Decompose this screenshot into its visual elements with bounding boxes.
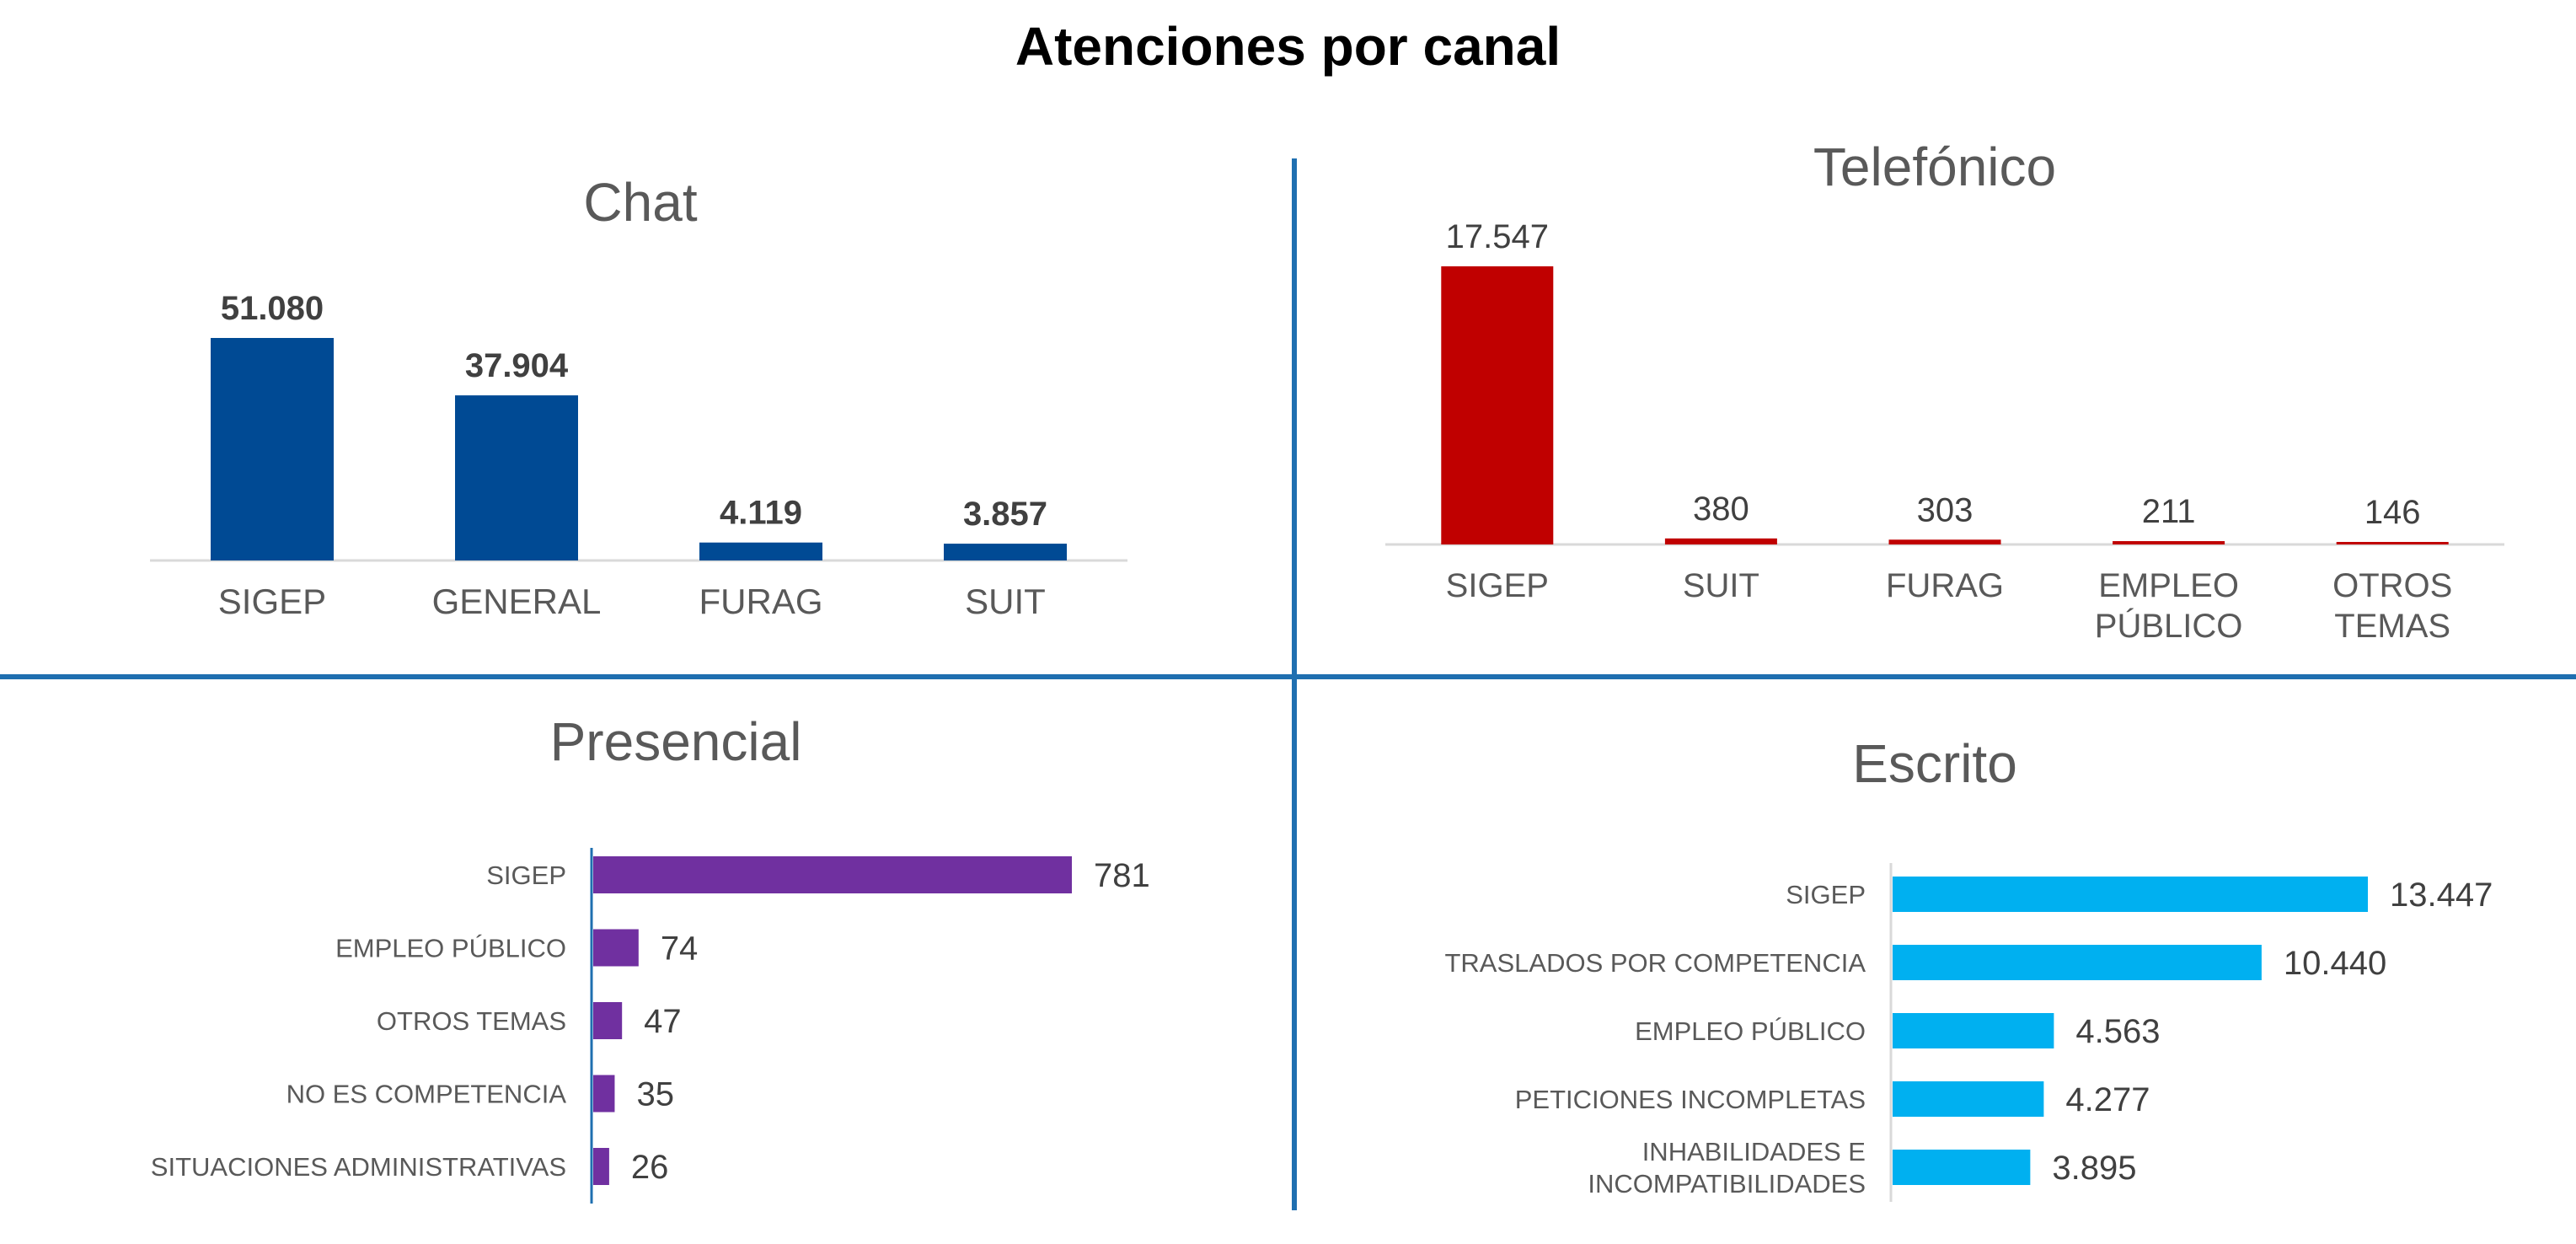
data-label: 17.547 bbox=[1446, 218, 1549, 255]
data-label: 35 bbox=[636, 1076, 674, 1113]
chart-title: Chat bbox=[583, 172, 697, 233]
chat-chart: Chat 51.080 SIGEP 37.904 GENERAL 4.119 FURAG 3.… bbox=[150, 172, 1127, 621]
data-label: 3.895 bbox=[2052, 1150, 2136, 1187]
data-label: 13.447 bbox=[2390, 877, 2493, 914]
category-label: PETICIONES INCOMPLETAS bbox=[1515, 1085, 1866, 1114]
category-label: SIGEP bbox=[1446, 567, 1549, 604]
data-label: 37.904 bbox=[465, 347, 569, 384]
bar bbox=[593, 1148, 609, 1185]
bar bbox=[1664, 538, 1777, 544]
bar bbox=[2113, 541, 2225, 544]
bar bbox=[699, 542, 822, 560]
bar bbox=[593, 856, 1072, 893]
category-label: SUIT bbox=[965, 582, 1046, 621]
bar bbox=[2336, 542, 2449, 544]
bar bbox=[211, 338, 334, 560]
category-label: GENERAL bbox=[432, 582, 602, 621]
horizontal-divider bbox=[0, 674, 2576, 679]
category-label: NO ES COMPETENCIA bbox=[287, 1080, 567, 1109]
chart-title: Escrito bbox=[1852, 733, 2017, 794]
data-label: 303 bbox=[1917, 491, 1974, 528]
category-label: EMPLEO bbox=[2098, 567, 2239, 604]
data-label: 26 bbox=[631, 1149, 669, 1186]
data-label: 4.119 bbox=[720, 495, 802, 532]
bar bbox=[1893, 945, 2262, 980]
category-label: EMPLEO PÚBLICO bbox=[335, 934, 566, 963]
category-label: SITUACIONES ADMINISTRATIVAS bbox=[151, 1152, 566, 1182]
bar bbox=[1893, 1081, 2044, 1117]
presencial-chart: Presencial 781 SIGEP 74 EMPLEO PÚBLICO 47 OTRO… bbox=[151, 711, 1150, 1204]
chart-title: Presencial bbox=[550, 711, 802, 772]
bar bbox=[944, 544, 1067, 560]
category-label: PÚBLICO bbox=[2095, 607, 2243, 645]
category-label: FURAG bbox=[699, 582, 823, 621]
category-label: SIGEP bbox=[486, 861, 566, 890]
chart-title: Telefónico bbox=[1813, 137, 2056, 197]
data-label: 4.277 bbox=[2065, 1081, 2150, 1118]
category-label: INCOMPATIBILIDADES bbox=[1588, 1169, 1866, 1198]
data-label: 146 bbox=[2364, 494, 2421, 531]
bar bbox=[593, 1002, 623, 1039]
data-label: 51.080 bbox=[221, 290, 324, 327]
bar bbox=[1441, 266, 1554, 544]
category-label: INHABILIDADES E bbox=[1642, 1137, 1866, 1166]
data-label: 10.440 bbox=[2284, 945, 2386, 982]
bar bbox=[1893, 1013, 2054, 1048]
category-label: SUIT bbox=[1683, 567, 1759, 604]
data-label: 74 bbox=[661, 930, 699, 968]
category-label: SIGEP bbox=[218, 582, 326, 621]
data-label: 47 bbox=[644, 1003, 682, 1040]
telefonico-chart: Telefónico 17.547 SIGEP 380 SUIT 303 FURAG 211 E… bbox=[1385, 137, 2504, 645]
category-label: TRASLADOS POR COMPETENCIA bbox=[1444, 948, 1866, 978]
bar bbox=[1893, 1150, 2031, 1185]
escrito-chart: Escrito 13.447 SIGEP 10.440 TRASLADOS POR CO… bbox=[1444, 733, 2493, 1202]
page-title: Atenciones por canal bbox=[1015, 16, 1561, 77]
bar bbox=[593, 1075, 615, 1113]
category-label: OTROS TEMAS bbox=[377, 1006, 566, 1036]
bar bbox=[455, 395, 578, 560]
data-label: 380 bbox=[1693, 491, 1749, 528]
bar bbox=[1893, 877, 2368, 912]
category-label: FURAG bbox=[1886, 567, 2004, 604]
category-label: TEMAS bbox=[2334, 608, 2450, 645]
bar bbox=[1888, 539, 2001, 544]
data-label: 781 bbox=[1094, 857, 1150, 894]
category-label: EMPLEO PÚBLICO bbox=[1635, 1016, 1866, 1046]
vertical-divider bbox=[1292, 158, 1297, 1210]
data-label: 4.563 bbox=[2075, 1013, 2160, 1050]
category-label: SIGEP bbox=[1786, 880, 1866, 909]
data-label: 211 bbox=[2142, 493, 2196, 530]
bar bbox=[593, 929, 639, 967]
category-label: OTROS bbox=[2332, 567, 2452, 604]
data-label: 3.857 bbox=[963, 496, 1047, 533]
